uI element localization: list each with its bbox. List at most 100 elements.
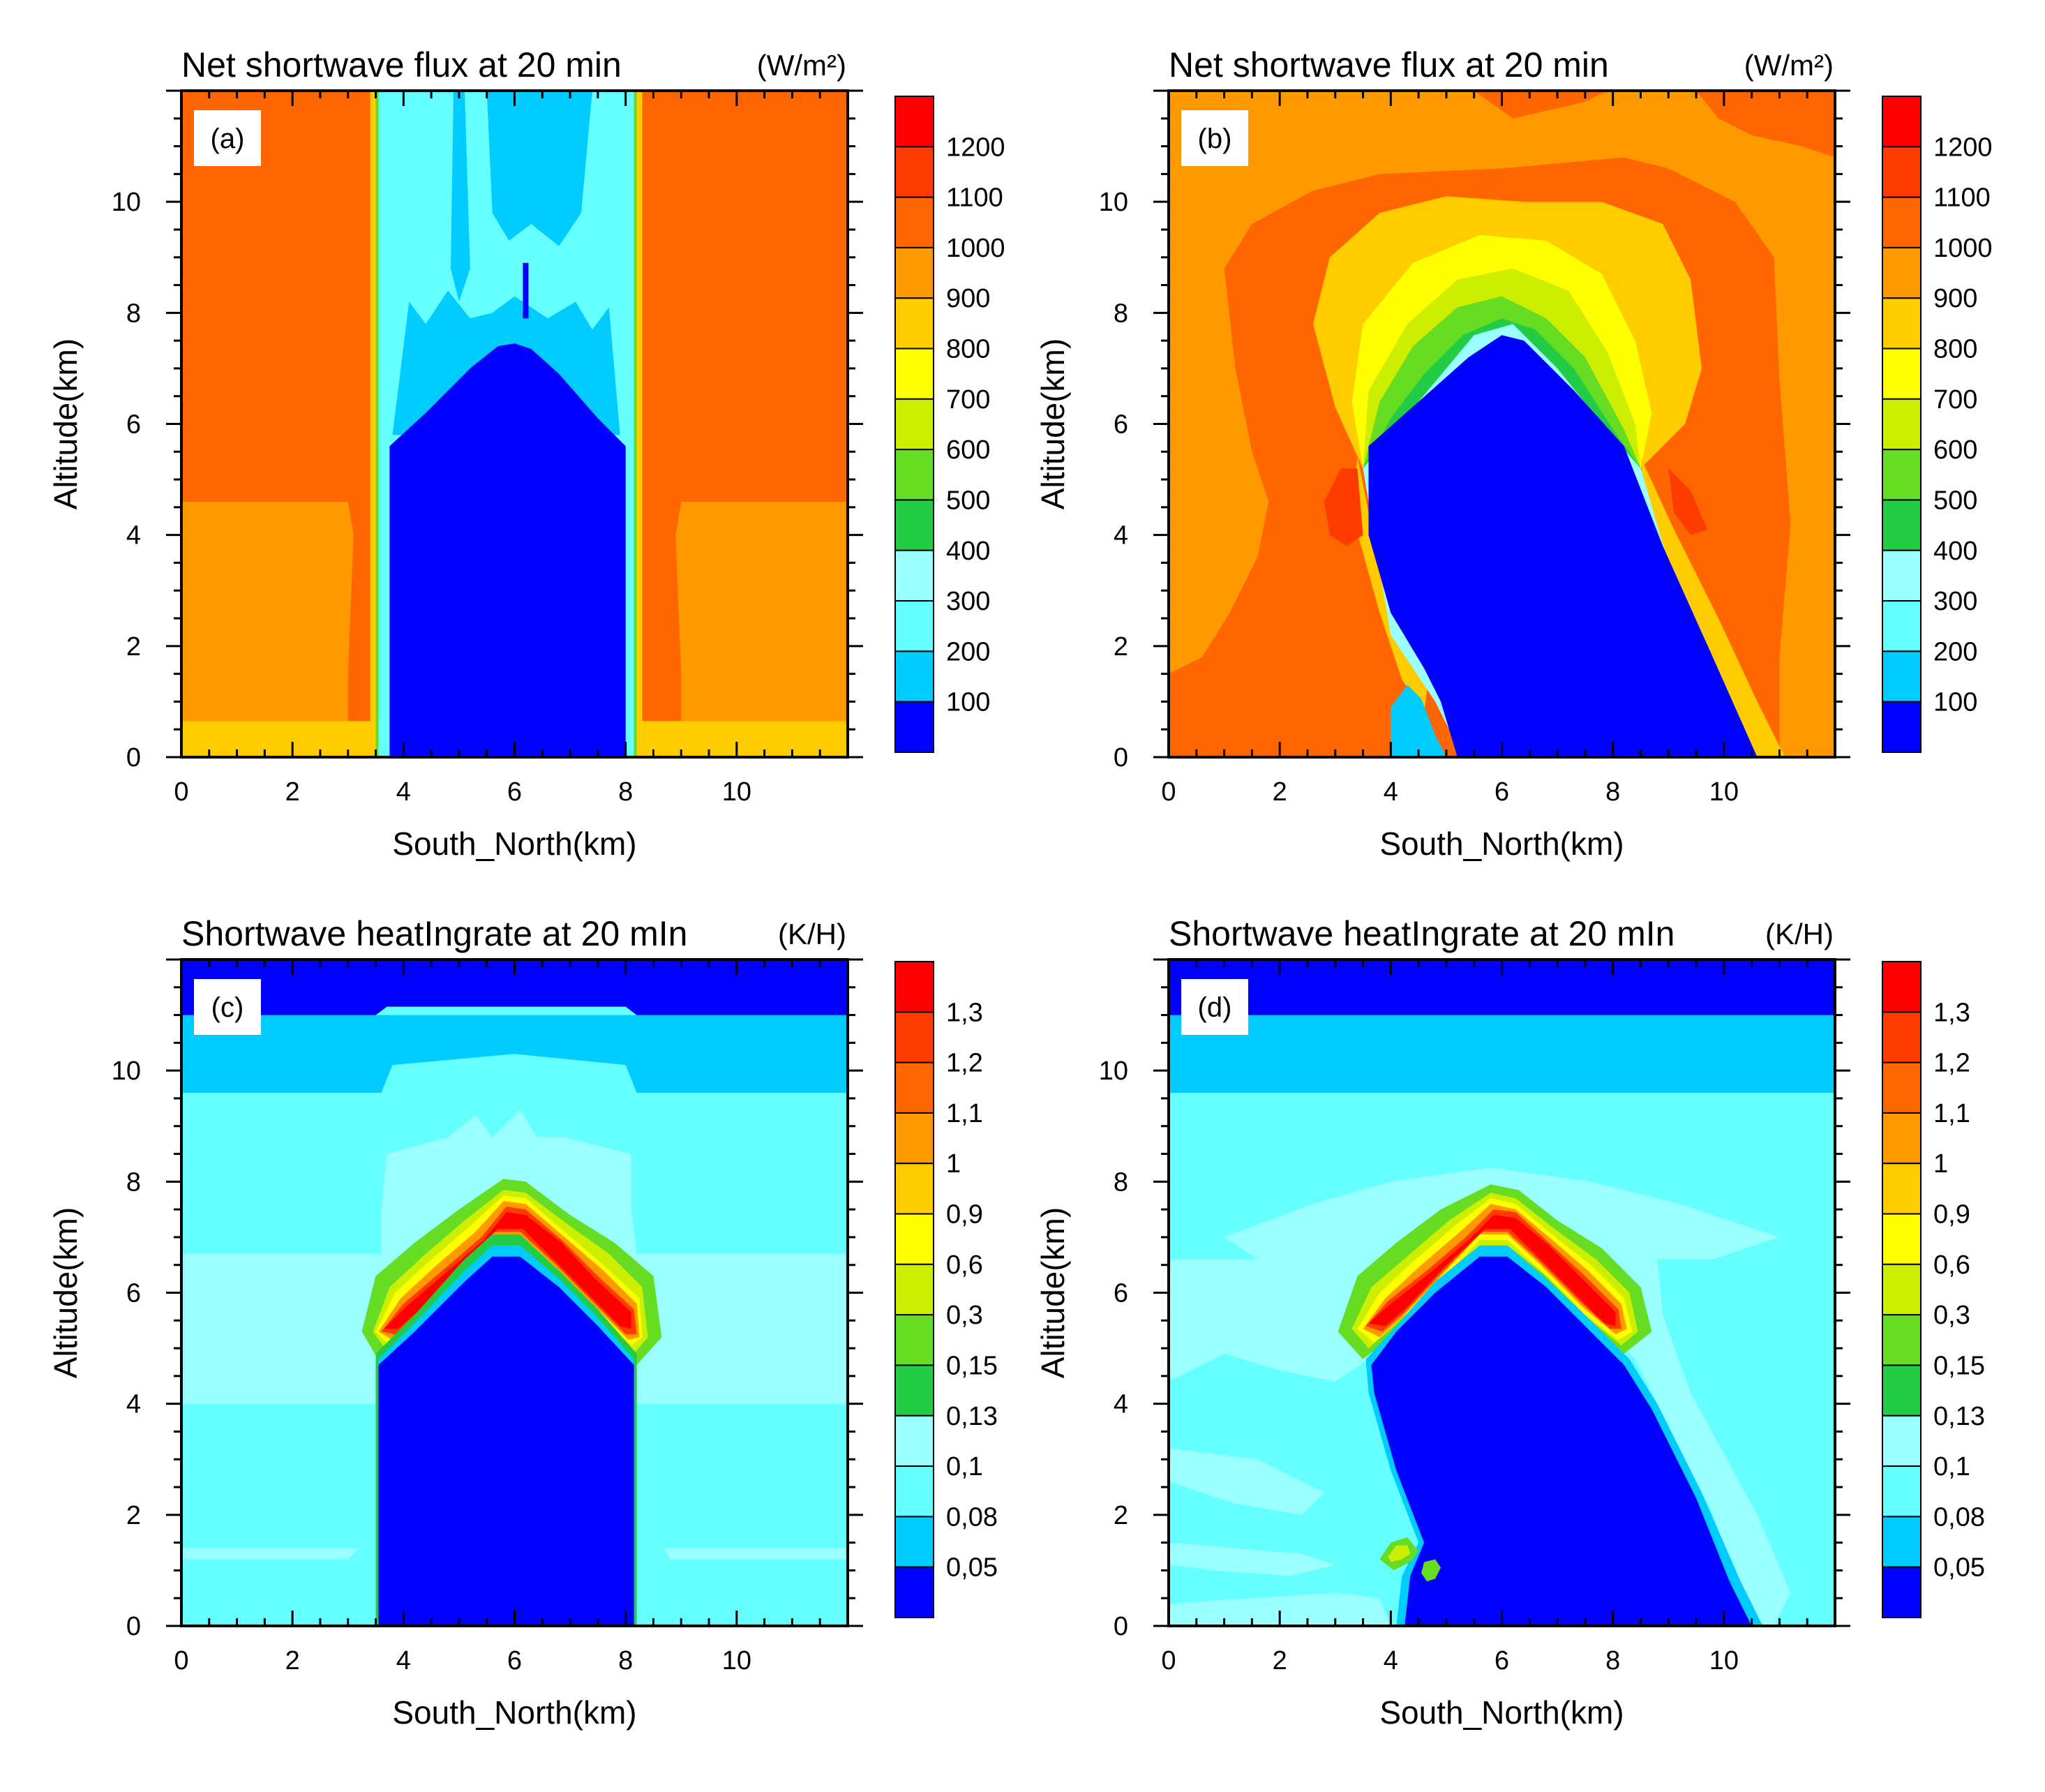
colorbar-label: 0,15 — [1933, 1351, 1985, 1380]
contour-region — [1263, 91, 1608, 119]
y-tick-label: 0 — [1114, 1612, 1128, 1641]
colorbar-swatch — [1882, 449, 1922, 501]
colorbar-swatch — [1882, 246, 1922, 299]
colorbar-label: 700 — [1933, 385, 1977, 415]
panel-label-box — [194, 110, 261, 166]
colorbar-swatch — [894, 1314, 934, 1366]
contour-region — [181, 721, 376, 757]
colorbar-swatch — [894, 549, 934, 602]
colorbar-swatch — [894, 600, 934, 652]
contour-region — [1388, 1545, 1411, 1562]
contour-field — [1169, 91, 1835, 757]
y-axis-label: Altitude(km) — [47, 1207, 84, 1378]
colorbar: 1,3 1,2 1,1 1 0,9 0,6 0,3 0,15 0,13 0,1 0,08 0,05 — [1882, 961, 1985, 1619]
chart-title: Shortwave heatIngrate at 20 mIn — [181, 914, 687, 953]
contour-region — [181, 960, 848, 1015]
panel-label-box — [1181, 979, 1248, 1035]
x-tick-label: 0 — [1161, 1646, 1176, 1675]
units-label: (W/m²) — [1744, 49, 1834, 82]
colorbar-swatch — [1882, 1263, 1922, 1316]
y-tick-label: 6 — [1114, 410, 1128, 440]
colorbar-swatch — [1882, 600, 1922, 652]
panel-label: (c) — [211, 992, 244, 1023]
y-tick-label: 10 — [1099, 188, 1128, 217]
colorbar-swatch — [894, 348, 934, 400]
colorbar-label: 700 — [946, 385, 990, 415]
x-axis-label: South_North(km) — [1379, 826, 1624, 862]
colorbar-swatch — [1882, 146, 1922, 198]
contour-region — [1368, 1215, 1616, 1327]
contour-region — [1421, 1559, 1441, 1582]
x-tick-label: 8 — [618, 1646, 633, 1675]
colorbar-label: 0,6 — [946, 1250, 983, 1280]
y-tick-label: 6 — [1114, 1279, 1128, 1308]
y-tick-label: 2 — [126, 632, 141, 662]
panel-label: (a) — [211, 124, 245, 154]
colorbar-label: 1100 — [946, 184, 1003, 213]
colorbar: 1200 1100 1000 900 800 700 600 500 400 300 200 100 — [894, 96, 1005, 754]
contour-region — [634, 91, 637, 757]
y-tick-label: 0 — [126, 1612, 141, 1641]
y-tick-label: 4 — [1114, 1390, 1128, 1419]
contour-region — [636, 721, 848, 757]
colorbar-label: 1000 — [946, 234, 1005, 263]
y-tick-label: 4 — [1114, 521, 1128, 551]
colorbar-swatch — [894, 398, 934, 451]
y-axis-label: Altitude(km) — [1035, 338, 1071, 509]
units-label: (W/m²) — [757, 49, 846, 82]
contour-region — [664, 1548, 848, 1560]
contour-region — [523, 262, 529, 319]
x-tick-label: 0 — [1161, 777, 1176, 807]
colorbar-label: 1200 — [946, 133, 1005, 162]
colorbar-label: 400 — [946, 537, 990, 566]
contour-region — [389, 343, 626, 757]
y-tick-label: 8 — [1114, 1167, 1128, 1197]
colorbar-label: 0,15 — [946, 1351, 998, 1380]
colorbar-label: 0,3 — [946, 1301, 983, 1330]
colorbar-label: 500 — [1933, 486, 1977, 515]
colorbar-label: 1 — [946, 1149, 961, 1179]
colorbar-swatch — [1882, 1163, 1922, 1215]
colorbar-swatch — [1882, 549, 1922, 602]
colorbar-label: 900 — [946, 284, 990, 313]
colorbar-label: 1,1 — [946, 1099, 983, 1128]
x-tick-label: 6 — [507, 1646, 522, 1675]
x-tick-label: 10 — [1709, 777, 1739, 807]
colorbar-swatch — [1882, 650, 1922, 703]
colorbar-label: 0,05 — [946, 1553, 998, 1583]
x-tick-label: 2 — [285, 777, 300, 807]
colorbar-swatch — [894, 146, 934, 198]
colorbar-swatch — [1882, 1516, 1922, 1568]
colorbar-label: 1100 — [1933, 184, 1991, 213]
panel-b: 0 2 4 6 8 100246810South_North(km)Altitude(km… — [1035, 45, 1993, 862]
y-tick-label: 6 — [126, 1279, 141, 1308]
colorbar-label: 600 — [1933, 435, 1977, 465]
chart-title: Net shortwave flux at 20 min — [181, 45, 622, 84]
x-axis-label: South_North(km) — [1379, 1694, 1624, 1731]
colorbar-swatch — [894, 1112, 934, 1165]
colorbar-label: 0,6 — [1933, 1250, 1970, 1280]
panel-label-box — [1181, 110, 1248, 166]
y-tick-label: 2 — [1114, 1501, 1128, 1530]
y-tick-label: 10 — [112, 188, 141, 217]
x-tick-label: 6 — [507, 777, 522, 807]
colorbar-label: 0,13 — [946, 1402, 998, 1431]
colorbar-swatch — [894, 701, 934, 754]
colorbar-label: 600 — [946, 435, 990, 465]
y-tick-label: 0 — [126, 743, 141, 772]
y-tick-label: 8 — [126, 1167, 141, 1197]
colorbar-swatch — [894, 650, 934, 703]
colorbar-label: 0,1 — [1933, 1452, 1970, 1481]
colorbar-label: 800 — [1933, 335, 1977, 364]
contour-field — [181, 960, 848, 1626]
x-tick-label: 2 — [1273, 1646, 1287, 1675]
colorbar-swatch — [1882, 1112, 1922, 1165]
x-tick-label: 6 — [1495, 777, 1509, 807]
colorbar-swatch — [894, 1163, 934, 1215]
contour-region — [451, 91, 470, 302]
contour-region — [1324, 468, 1363, 546]
colorbar-label: 100 — [946, 688, 990, 717]
x-tick-label: 0 — [174, 777, 188, 807]
colorbar-swatch — [1882, 1011, 1922, 1063]
y-tick-label: 2 — [126, 1501, 141, 1530]
